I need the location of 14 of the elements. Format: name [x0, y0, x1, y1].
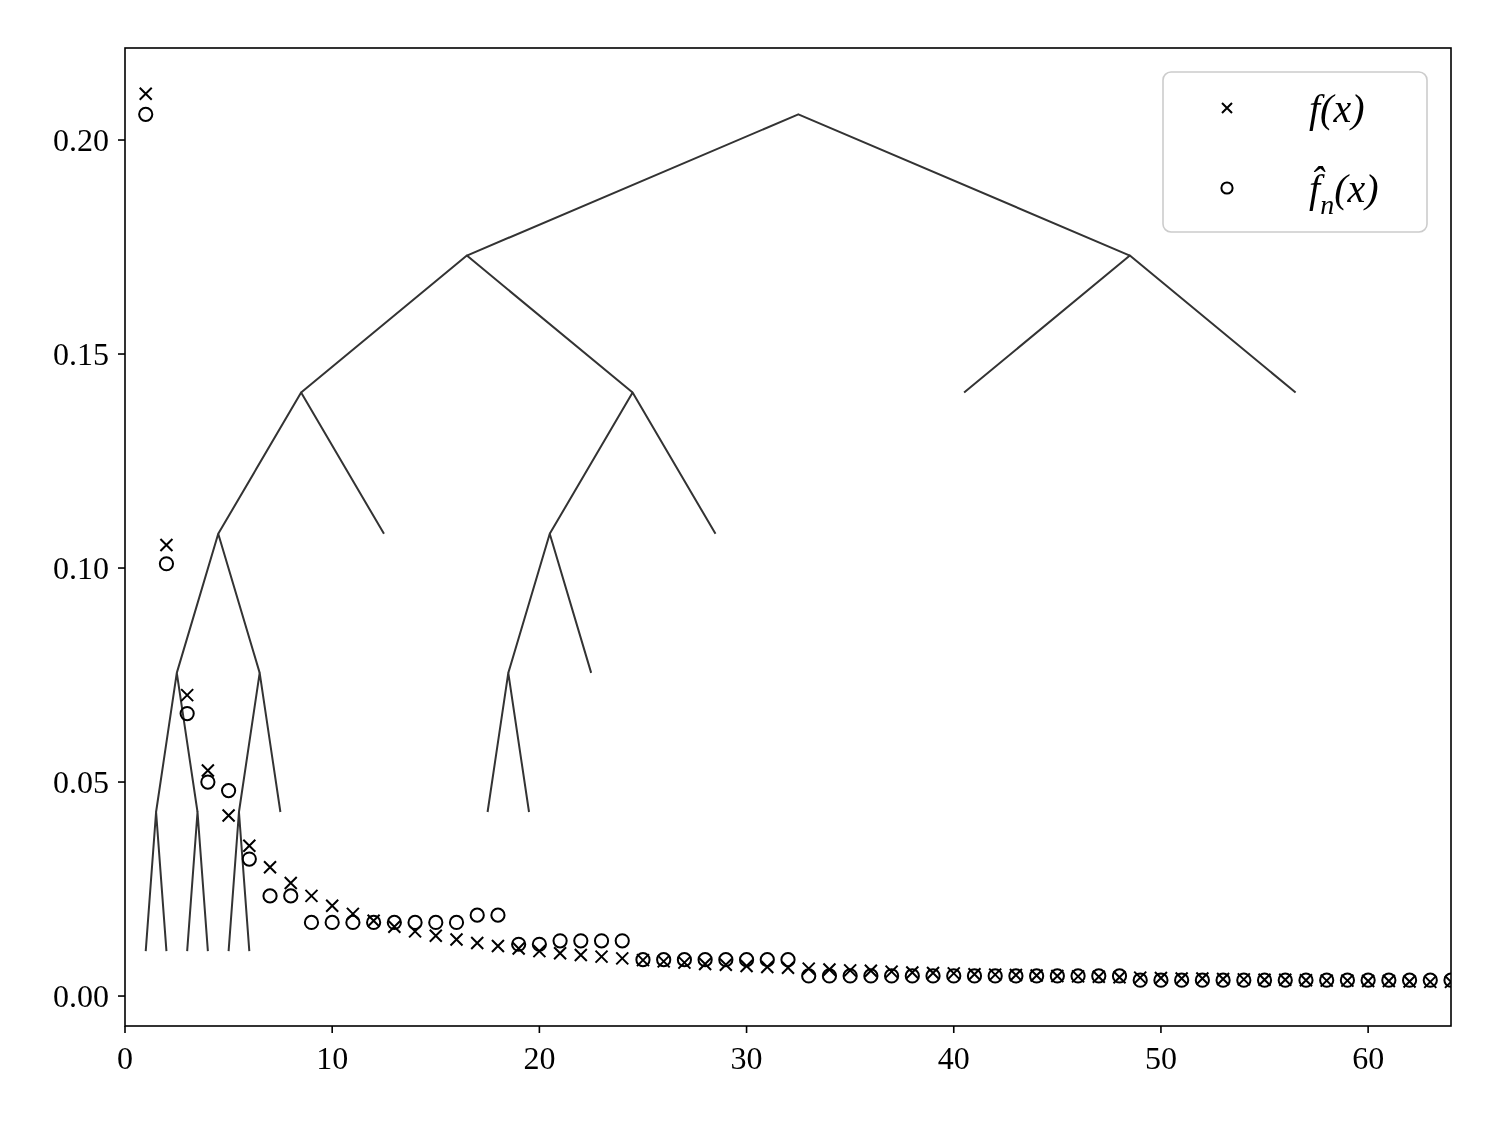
x-tick-label: 20 [523, 1040, 556, 1076]
legend-label: f(x) [1309, 86, 1365, 131]
legend-label: f̂$_{n}$(x) [1309, 165, 1379, 220]
y-tick-label: 0.05 [53, 764, 109, 801]
x-tick-label: 40 [937, 1040, 970, 1076]
x-tick-label: 10 [316, 1040, 349, 1076]
x-tick-label: 0 [117, 1040, 133, 1076]
y-tick-label: 0.15 [53, 336, 109, 373]
x-tick-label: 50 [1144, 1040, 1177, 1076]
y-tick-label: 0.20 [53, 122, 109, 159]
y-tick-label: 0.10 [53, 550, 109, 587]
y-tick-label: 0.00 [53, 978, 109, 1015]
x-tick-label: 30 [730, 1040, 763, 1076]
x-tick-label: 60 [1352, 1040, 1385, 1076]
